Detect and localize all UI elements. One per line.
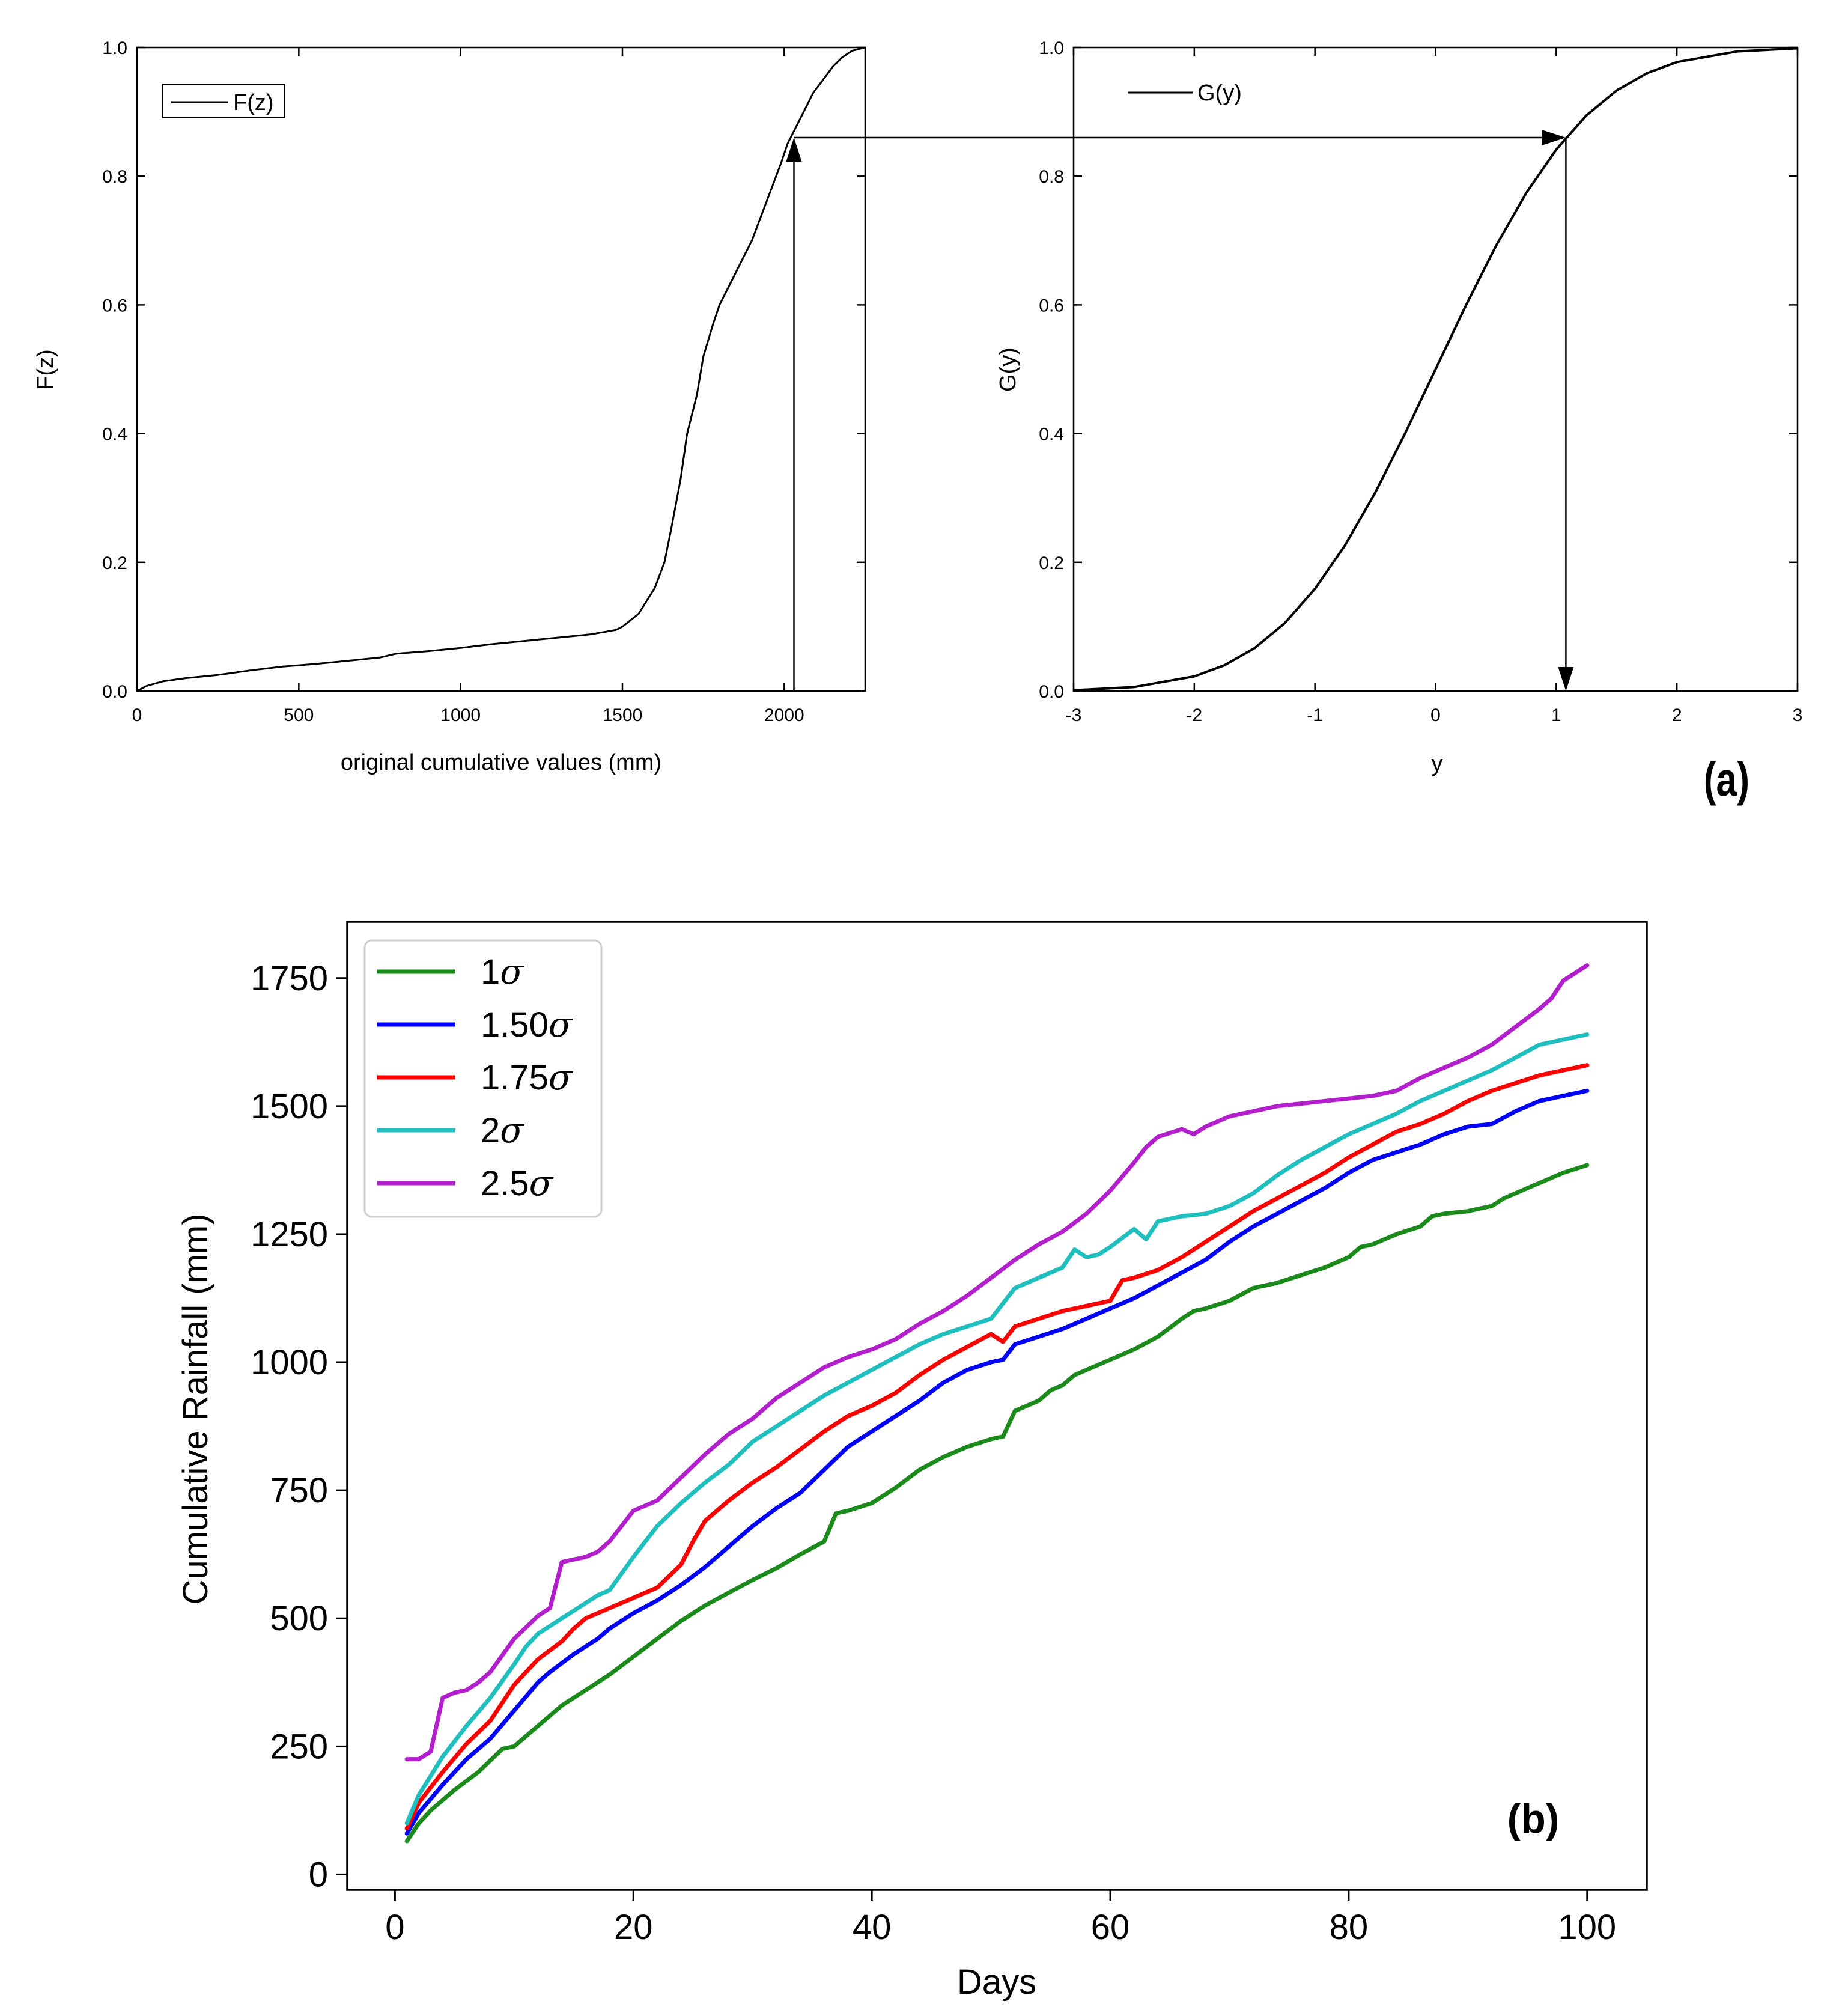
panel-a-right-legend-label: G(y) bbox=[1197, 81, 1242, 106]
panel-a-left-ylabel: F(z) bbox=[33, 349, 58, 390]
panel-a-left-series-line bbox=[136, 46, 866, 692]
panel-b-ylabel: Cumulative Rainfall (mm) bbox=[176, 1213, 215, 1604]
panel-a-left-ytick-label: 0.6 bbox=[102, 296, 127, 315]
arrow-horizontal-head bbox=[1542, 129, 1566, 145]
quantile-mapping-arrows bbox=[786, 129, 1574, 691]
panel-b-xtick-label: 20 bbox=[614, 1908, 653, 1947]
panel-a-right-xtick-label: -2 bbox=[1186, 705, 1202, 725]
panel-a-right-xlabel: y bbox=[1432, 751, 1443, 776]
panel-a-left-xlabel: original cumulative values (mm) bbox=[341, 750, 661, 775]
panel-b-ytick-label: 0 bbox=[309, 1855, 328, 1894]
panel-a-left-xtick-label: 1500 bbox=[603, 705, 643, 725]
panel-b-series-line-1 bbox=[404, 1088, 1590, 1836]
panel-a-left-xtick-label: 1000 bbox=[440, 705, 481, 725]
panel-a-right-xtick-label: 1 bbox=[1551, 705, 1561, 725]
panel-a-left-ytick-label: 0.8 bbox=[102, 167, 127, 187]
panel-b-frame bbox=[346, 921, 1648, 1891]
panel-a-right-series-line bbox=[1073, 47, 1798, 692]
panel-b-legend-label: 1.75σ bbox=[481, 1057, 573, 1098]
panel-a-right-ytick-label: 0.4 bbox=[1039, 425, 1064, 445]
arrow-up-head bbox=[786, 137, 802, 162]
panel-a-left-xtick-label: 0 bbox=[132, 705, 142, 725]
panel-b-series-line-0 bbox=[404, 1163, 1590, 1844]
panel-b-ytick-label: 500 bbox=[270, 1599, 328, 1638]
panel-a-right-ytick-label: 0.8 bbox=[1039, 167, 1064, 187]
panel-a-right-xtick-label: 3 bbox=[1793, 705, 1803, 725]
panel-label-a: (a) bbox=[1704, 753, 1749, 806]
panel-b-legend: 1σ 1.50σ 1.75σ 2σ 2.5σ bbox=[363, 939, 603, 1218]
panel-a-left-ytick-label: 1.0 bbox=[102, 38, 127, 58]
panel-b-ytick-label: 1250 bbox=[251, 1215, 328, 1254]
panel-b-ytick-label: 1750 bbox=[251, 959, 328, 998]
panel-b-xtick-label: 40 bbox=[853, 1908, 892, 1947]
panel-b-ytick-label: 1000 bbox=[251, 1343, 328, 1382]
panel-label-b: (b) bbox=[1507, 1796, 1560, 1842]
panel-b-xtick-label: 80 bbox=[1330, 1908, 1369, 1947]
panel-a-right-legend: G(y) bbox=[1128, 81, 1242, 106]
panel-b-series-line-3 bbox=[404, 1032, 1590, 1826]
panel-a-right-xtick-label: -3 bbox=[1066, 705, 1082, 725]
panel-b-ytick-label: 750 bbox=[270, 1471, 328, 1510]
panel-a-left-ytick-label: 0.4 bbox=[102, 425, 127, 445]
panel-b-legend-label: 1σ bbox=[481, 951, 524, 992]
panel-a-left-legend: F(z) bbox=[162, 84, 285, 118]
panel-a-right-ytick-label: 0.6 bbox=[1039, 296, 1064, 315]
panel-a-right-frame bbox=[1072, 46, 1799, 692]
arrow-down-head bbox=[1558, 667, 1574, 691]
panel-b-ytick-label: 1500 bbox=[251, 1087, 328, 1126]
panel-b-legend-label: 2σ bbox=[481, 1110, 524, 1151]
panel-b-xtick-label: 0 bbox=[385, 1908, 404, 1947]
panel-a-right-ytick-label: 1.0 bbox=[1039, 38, 1064, 58]
panel-a-right-xtick-label: -1 bbox=[1307, 705, 1323, 725]
panel-b-xlabel: Days bbox=[957, 1963, 1036, 2002]
panel-a-right-xtick-label: 2 bbox=[1672, 705, 1682, 725]
panel-b-series-line-2 bbox=[404, 1063, 1590, 1831]
panel-b-legend-label: 1.50σ bbox=[481, 1004, 573, 1045]
panel-a-left-ytick-label: 0.2 bbox=[102, 553, 127, 573]
panel-b-series-line-4 bbox=[404, 963, 1590, 1762]
panel-a-right-ylabel: G(y) bbox=[996, 347, 1021, 392]
panel-b-legend-box bbox=[363, 939, 603, 1218]
panel-a-left-ytick-label: 0.0 bbox=[102, 682, 127, 702]
panel-b-ytick-label: 250 bbox=[270, 1727, 328, 1766]
panel-a-right-ytick-label: 0.0 bbox=[1039, 682, 1064, 702]
panel-a-right-xtick-label: 0 bbox=[1430, 705, 1441, 725]
panel-b-xtick-label: 60 bbox=[1091, 1908, 1130, 1947]
panel-a-right-ytick-label: 0.2 bbox=[1039, 553, 1064, 573]
panel-b-xtick-label: 100 bbox=[1558, 1908, 1616, 1947]
panel-a-left-frame bbox=[136, 46, 866, 692]
panel-b-legend-label: 2.5σ bbox=[481, 1163, 554, 1204]
panel-a-left-xtick-label: 2000 bbox=[764, 705, 804, 725]
panel-a-left-xtick-label: 500 bbox=[284, 705, 314, 725]
panel-a-left-legend-label: F(z) bbox=[233, 90, 274, 115]
panel-a-right-chart: -3 -2 -1 0 1 2 3 0.0 0.2 0.4 0.6 0.8 1.0 G(y) y G(y) bbox=[996, 38, 1802, 776]
